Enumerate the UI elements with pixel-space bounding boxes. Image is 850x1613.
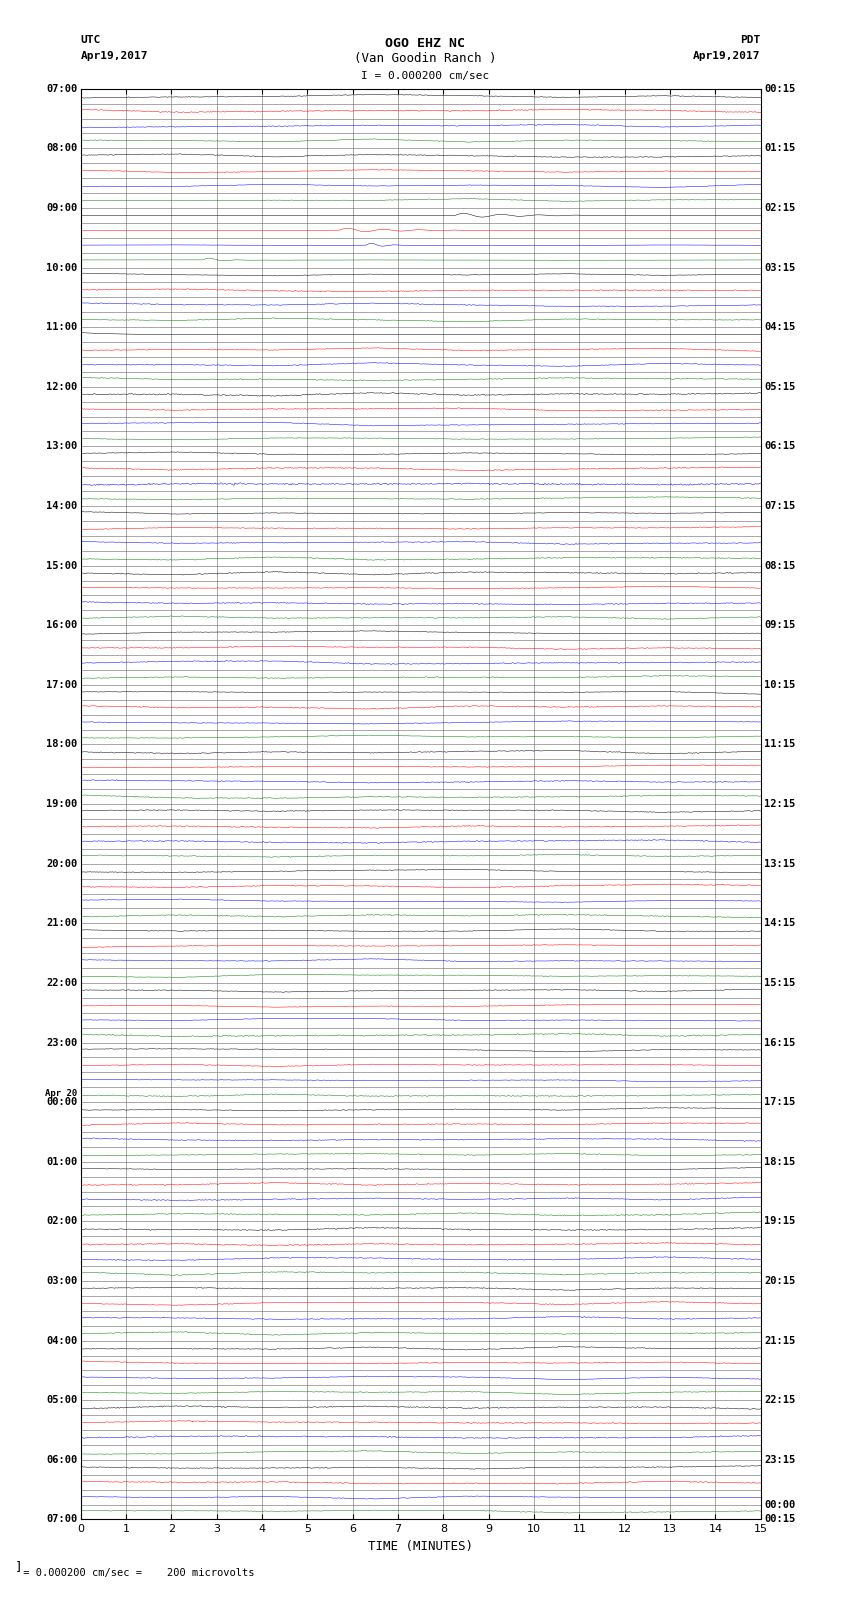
Text: 18:15: 18:15: [764, 1157, 796, 1166]
Text: 13:00: 13:00: [46, 442, 77, 452]
Text: Apr19,2017: Apr19,2017: [81, 52, 148, 61]
Text: 00:00: 00:00: [764, 1500, 796, 1510]
Text: 02:00: 02:00: [46, 1216, 77, 1226]
Text: Apr 20: Apr 20: [45, 1089, 77, 1098]
Text: 10:00: 10:00: [46, 263, 77, 273]
Text: 13:15: 13:15: [764, 858, 796, 869]
Text: 07:00: 07:00: [46, 1515, 77, 1524]
Text: 06:15: 06:15: [764, 442, 796, 452]
Text: Apr19,2017: Apr19,2017: [694, 52, 761, 61]
Text: 01:00: 01:00: [46, 1157, 77, 1166]
Text: 08:00: 08:00: [46, 144, 77, 153]
Text: 19:00: 19:00: [46, 798, 77, 810]
Text: 05:00: 05:00: [46, 1395, 77, 1405]
Text: = 0.000200 cm/sec =    200 microvolts: = 0.000200 cm/sec = 200 microvolts: [17, 1568, 254, 1578]
Text: UTC: UTC: [81, 35, 101, 45]
Text: PDT: PDT: [740, 35, 761, 45]
Text: 00:15: 00:15: [764, 84, 796, 94]
Text: 12:15: 12:15: [764, 798, 796, 810]
Text: 19:15: 19:15: [764, 1216, 796, 1226]
Text: 04:15: 04:15: [764, 323, 796, 332]
Text: 23:15: 23:15: [764, 1455, 796, 1465]
Text: 23:00: 23:00: [46, 1037, 77, 1047]
Text: 20:15: 20:15: [764, 1276, 796, 1286]
Text: 21:00: 21:00: [46, 918, 77, 929]
Text: 15:00: 15:00: [46, 561, 77, 571]
Text: 14:00: 14:00: [46, 502, 77, 511]
Text: OGO EHZ NC: OGO EHZ NC: [385, 37, 465, 50]
Text: 06:00: 06:00: [46, 1455, 77, 1465]
Text: 05:15: 05:15: [764, 382, 796, 392]
Text: 09:00: 09:00: [46, 203, 77, 213]
Text: 12:00: 12:00: [46, 382, 77, 392]
Text: 20:00: 20:00: [46, 858, 77, 869]
Text: I = 0.000200 cm/sec: I = 0.000200 cm/sec: [361, 71, 489, 81]
Text: 08:15: 08:15: [764, 561, 796, 571]
Text: 17:00: 17:00: [46, 679, 77, 690]
Text: 22:15: 22:15: [764, 1395, 796, 1405]
Text: 14:15: 14:15: [764, 918, 796, 929]
Text: 15:15: 15:15: [764, 977, 796, 987]
Text: 04:00: 04:00: [46, 1336, 77, 1345]
Text: 01:15: 01:15: [764, 144, 796, 153]
Text: 07:15: 07:15: [764, 502, 796, 511]
Text: 22:00: 22:00: [46, 977, 77, 987]
Text: 16:00: 16:00: [46, 621, 77, 631]
Text: 03:15: 03:15: [764, 263, 796, 273]
Text: ]: ]: [14, 1560, 22, 1573]
X-axis label: TIME (MINUTES): TIME (MINUTES): [368, 1540, 473, 1553]
Text: 00:15: 00:15: [764, 1515, 796, 1524]
Text: 03:00: 03:00: [46, 1276, 77, 1286]
Text: 21:15: 21:15: [764, 1336, 796, 1345]
Text: 18:00: 18:00: [46, 739, 77, 750]
Text: 02:15: 02:15: [764, 203, 796, 213]
Text: 17:15: 17:15: [764, 1097, 796, 1107]
Text: 09:15: 09:15: [764, 621, 796, 631]
Text: 07:00: 07:00: [46, 84, 77, 94]
Text: (Van Goodin Ranch ): (Van Goodin Ranch ): [354, 52, 496, 65]
Text: 11:00: 11:00: [46, 323, 77, 332]
Text: 00:00: 00:00: [46, 1097, 77, 1107]
Text: 16:15: 16:15: [764, 1037, 796, 1047]
Text: 10:15: 10:15: [764, 679, 796, 690]
Text: 11:15: 11:15: [764, 739, 796, 750]
